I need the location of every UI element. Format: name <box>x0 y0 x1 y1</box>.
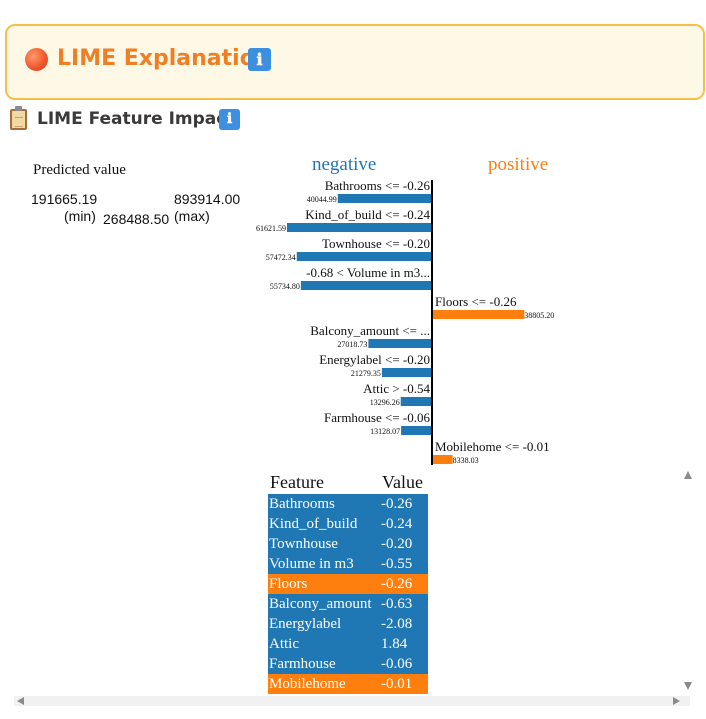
chart-bar <box>337 194 432 203</box>
feature-cell: Townhouse <box>268 534 380 554</box>
predicted-value-label: Predicted value <box>33 162 126 178</box>
bar-value-label: 55734.80 <box>270 282 300 291</box>
orange-circle-icon <box>25 48 48 71</box>
bar-label: Bathrooms <= -0.26 <box>325 178 431 193</box>
bar-value-label: 38805.20 <box>524 311 554 320</box>
horizontal-scrollbar[interactable] <box>14 696 690 706</box>
bar-label: Townhouse <= -0.20 <box>322 236 430 251</box>
bar-label: Floors <= -0.26 <box>435 294 517 309</box>
chart-bar <box>368 339 432 348</box>
feature-cell: Farmhouse <box>268 654 380 674</box>
value-cell: -0.26 <box>380 574 428 594</box>
bar-value-label: 13296.26 <box>370 398 400 407</box>
value-cell: -0.24 <box>380 514 428 534</box>
positive-heading: positive <box>488 154 549 175</box>
min-value: 191665.19 <box>31 191 98 207</box>
lime-explanation-banner: LIME Explanation ℹ <box>5 24 705 100</box>
feature-cell: Energylabel <box>268 614 380 634</box>
feature-cell: Floors <box>268 574 380 594</box>
table-row: Attic 1.84 <box>268 634 428 654</box>
feature-value-table: Feature Value Bathrooms -0.26 Kind_of_buil… <box>268 470 428 694</box>
chart-bar <box>287 223 432 232</box>
scroll-left-arrow-icon[interactable] <box>17 697 24 705</box>
value-cell: -0.06 <box>380 654 428 674</box>
bar-value-label: 8338.03 <box>453 456 479 465</box>
chart-bar <box>381 368 432 377</box>
scroll-up-arrow-icon[interactable] <box>684 471 692 479</box>
value-cell: 1.84 <box>380 634 428 654</box>
scroll-right-arrow-icon[interactable] <box>673 697 680 705</box>
table-row: Mobilehome -0.01 <box>268 674 428 694</box>
chart-bar <box>400 397 432 406</box>
value-cell: -0.01 <box>380 674 428 694</box>
feature-cell: Attic <box>268 634 380 654</box>
min-tag: (min) <box>64 208 96 224</box>
value-cell: -0.55 <box>380 554 428 574</box>
feature-cell: Volume in m3 <box>268 554 380 574</box>
bar-value-label: 27018.73 <box>337 340 367 349</box>
feature-cell: Mobilehome <box>268 674 380 694</box>
bar-label: -0.68 < Volume in m3... <box>306 265 430 280</box>
scroll-down-arrow-icon[interactable] <box>684 682 692 690</box>
section-info-icon[interactable]: ℹ <box>219 109 240 130</box>
bar-value-label: 57472.34 <box>266 253 296 262</box>
chart-bar <box>433 455 453 464</box>
bar-label: Mobilehome <= -0.01 <box>435 439 550 454</box>
max-tag: (max) <box>174 208 210 224</box>
table-row: Floors -0.26 <box>268 574 428 594</box>
lime-bar-chart: Bathrooms <= -0.26 40044.99 Kind_of_build … <box>256 178 554 465</box>
bar-label: Balcony_amount <= ... <box>310 323 430 338</box>
bar-value-label: 40044.99 <box>307 195 337 204</box>
feature-cell: Kind_of_build <box>268 514 380 534</box>
table-row: Farmhouse -0.06 <box>268 654 428 674</box>
feature-column-header: Feature <box>270 471 324 492</box>
table-row: Volume in m3 -0.55 <box>268 554 428 574</box>
bar-label: Energylabel <= -0.20 <box>319 352 430 367</box>
value-cell: -0.26 <box>380 494 428 514</box>
chart-bar <box>433 310 525 319</box>
negative-heading: negative <box>312 154 377 175</box>
table-row: Balcony_amount -0.63 <box>268 594 428 614</box>
chart-bar <box>296 252 432 261</box>
bar-label: Farmhouse <= -0.06 <box>324 410 431 425</box>
value-cell: -0.63 <box>380 594 428 614</box>
bar-value-label: 13128.07 <box>370 427 400 436</box>
value-cell: -2.08 <box>380 614 428 634</box>
feature-cell: Balcony_amount <box>268 594 380 614</box>
chart-bar <box>300 281 432 290</box>
chart-bar <box>401 426 432 435</box>
predicted-value: 268488.50 <box>103 211 170 227</box>
bar-value-label: 21279.35 <box>351 369 381 378</box>
bar-label: Attic > -0.54 <box>363 381 430 396</box>
bar-label: Kind_of_build <= -0.24 <box>305 207 430 222</box>
table-row: Kind_of_build -0.24 <box>268 514 428 534</box>
table-header-row: Feature Value <box>268 470 428 494</box>
bar-value-label: 61621.59 <box>256 224 286 233</box>
banner-title: LIME Explanation <box>57 46 271 71</box>
clipboard-icon <box>10 106 27 130</box>
table-row: Energylabel -2.08 <box>268 614 428 634</box>
section-title: LIME Feature Impact <box>37 109 235 129</box>
table-row: Bathrooms -0.26 <box>268 494 428 514</box>
feature-value-table-container: Feature Value Bathrooms -0.26 Kind_of_buil… <box>268 470 428 694</box>
info-icon[interactable]: ℹ <box>248 48 271 71</box>
feature-cell: Bathrooms <box>268 494 380 514</box>
table-row: Townhouse -0.20 <box>268 534 428 554</box>
max-value: 893914.00 <box>174 191 241 207</box>
value-column-header: Value <box>382 471 423 492</box>
value-cell: -0.20 <box>380 534 428 554</box>
